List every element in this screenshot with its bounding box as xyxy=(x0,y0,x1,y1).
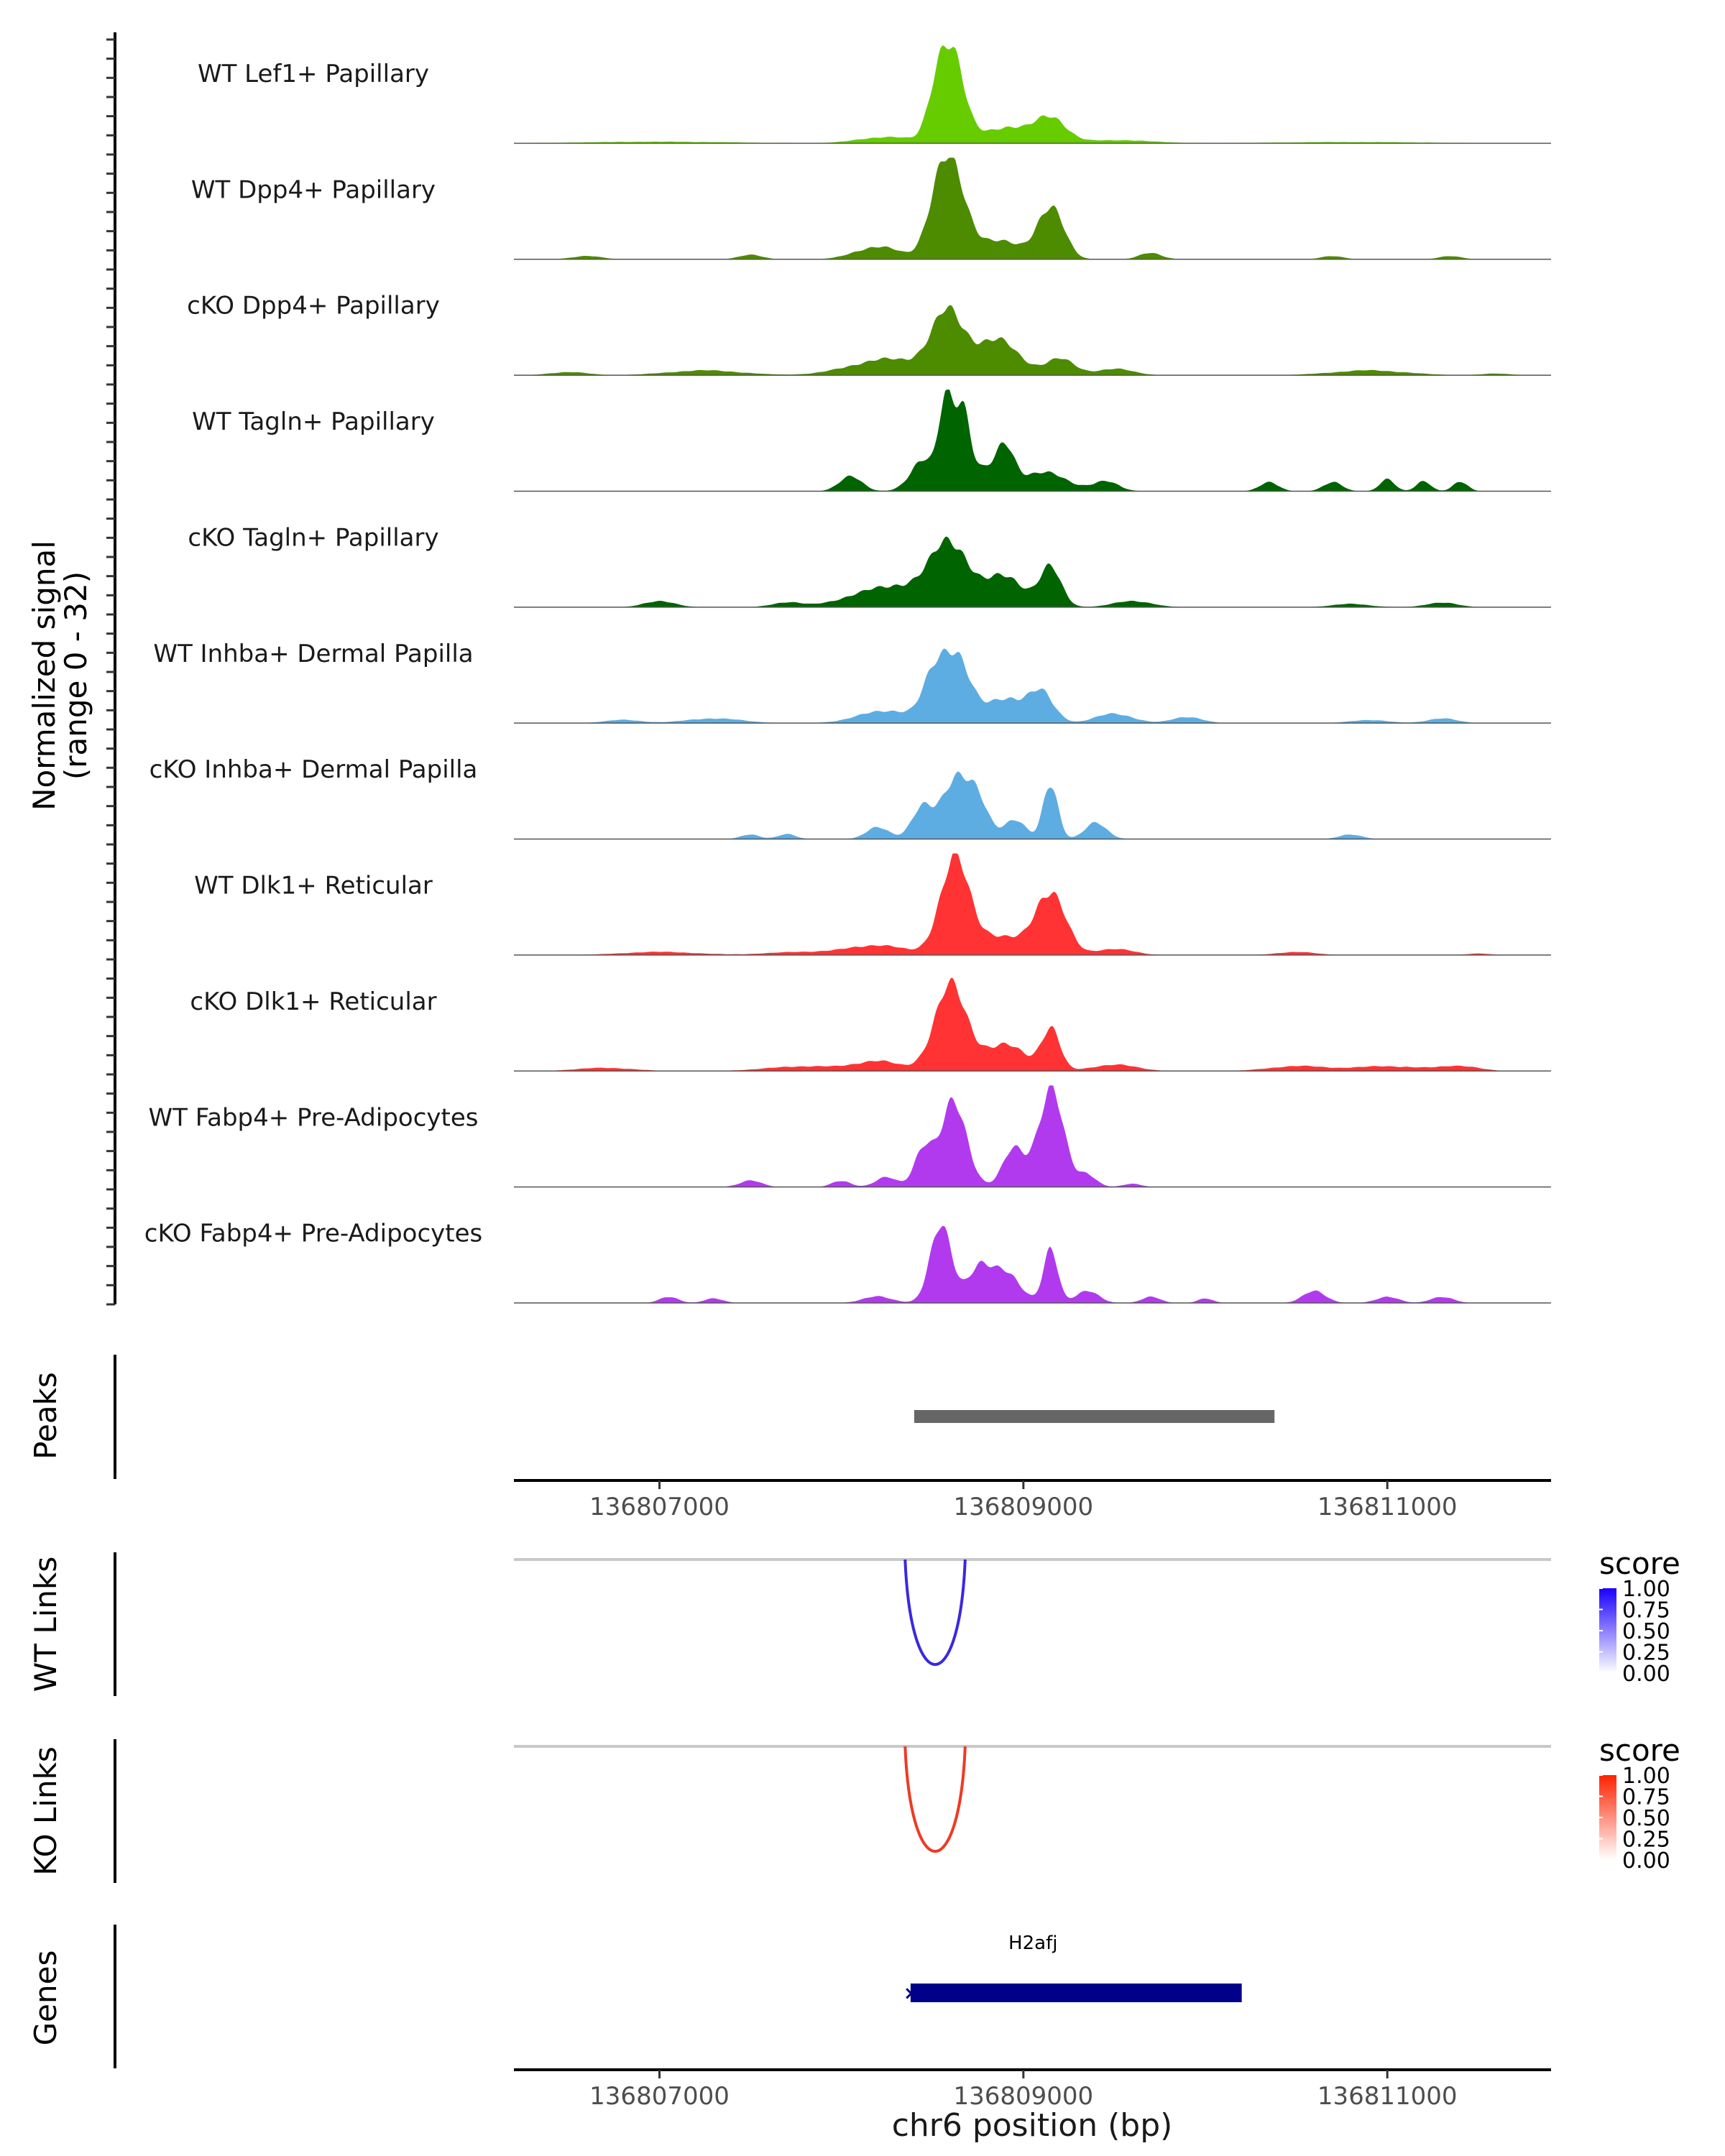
ko-legend-tick-label: 0.00 xyxy=(1622,1848,1670,1874)
x-axis-title: chr6 position (bp) xyxy=(892,2107,1173,2144)
coverage-track-area xyxy=(514,390,1551,492)
x-axis-tick-label: 136807000 xyxy=(589,1493,730,1521)
wt-legend-tick-label: 0.50 xyxy=(1622,1619,1670,1644)
coverage-track-area xyxy=(514,853,1551,955)
coverage-track-label: WT Inhba+ Dermal Papilla xyxy=(153,640,473,668)
wt-legend-title: score xyxy=(1599,1546,1680,1581)
coverage-track-label: WT Lef1+ Papillary xyxy=(198,60,429,88)
coverage-track-area xyxy=(514,536,1551,607)
coverage-track-label: cKO Inhba+ Dermal Papilla xyxy=(150,755,478,784)
wt-legend-tick-label: 0.75 xyxy=(1622,1598,1670,1623)
gene-name-label: H2afj xyxy=(1008,1932,1057,1954)
coverage-y-axis-label: Normalized signal xyxy=(27,540,62,811)
x-axis-tick-label: 136809000 xyxy=(953,1493,1093,1521)
ko-link-arc xyxy=(903,1746,967,1853)
gene-body xyxy=(910,1984,1242,2002)
coverage-track-area xyxy=(514,771,1551,839)
genes-label: Genes xyxy=(28,1950,63,2046)
coverage-track-label: WT Tagln+ Papillary xyxy=(192,407,435,436)
coverage-track-label: WT Dpp4+ Papillary xyxy=(191,175,436,204)
coverage-track-label: cKO Fabp4+ Pre-Adipocytes xyxy=(144,1220,483,1248)
wt-links-label: WT Links xyxy=(28,1557,63,1692)
wt-link-arc xyxy=(903,1559,967,1667)
genes-panel: × H2afj xyxy=(114,1925,1242,2068)
coverage-track-area xyxy=(514,648,1551,724)
coverage-panel: WT Lef1+ Papillary WT Dpp4+ Papillary cKO … xyxy=(106,32,1551,1306)
ko-legend-tick-label: 0.50 xyxy=(1622,1806,1670,1831)
x-axis-top: 136807000 136809000 136811000 xyxy=(514,1479,1551,1521)
x-axis-bottom: 136807000 136809000 136811000 xyxy=(514,2068,1551,2111)
ko-legend-title: score xyxy=(1599,1733,1680,1768)
x-axis-tick-label: 136809000 xyxy=(953,2082,1093,2111)
coverage-track-area xyxy=(514,45,1551,144)
gene-strand-marker: × xyxy=(903,1983,919,2004)
ko-legend-tick-label: 0.25 xyxy=(1622,1828,1670,1853)
ko-links-label: KO Links xyxy=(28,1746,63,1876)
x-axis-tick-label: 136811000 xyxy=(1317,2082,1458,2111)
wt-legend-tick-label: 0.25 xyxy=(1622,1641,1670,1666)
coverage-track-area xyxy=(514,305,1551,376)
ko-legend-tick-label: 0.75 xyxy=(1622,1785,1670,1810)
coverage-track-label: WT Dlk1+ Reticular xyxy=(194,872,433,900)
coverage-track-label: WT Fabp4+ Pre-Adipocytes xyxy=(149,1103,479,1132)
coverage-track-area xyxy=(514,977,1551,1072)
x-axis-tick-label: 136811000 xyxy=(1317,1493,1458,1521)
x-axis-tick-label: 136807000 xyxy=(589,2082,730,2111)
wt-legend-tick-label: 0.00 xyxy=(1622,1662,1670,1687)
ko-legend-tick-label: 1.00 xyxy=(1622,1764,1670,1789)
coverage-track-area xyxy=(514,157,1551,259)
coverage-track-label: cKO Dlk1+ Reticular xyxy=(190,987,436,1016)
peaks-label: Peaks xyxy=(28,1372,63,1460)
peak-region-bar xyxy=(914,1410,1275,1423)
peaks-panel xyxy=(114,1355,1275,1479)
wt-legend-tick-label: 1.00 xyxy=(1622,1577,1670,1602)
links-panels: score1.000.750.500.250.00score1.000.750.… xyxy=(114,1546,1680,1883)
coverage-track-area xyxy=(514,1085,1551,1187)
coverage-track-label: cKO Dpp4+ Papillary xyxy=(187,292,440,321)
coverage-track-area xyxy=(514,1225,1551,1303)
coverage-y-axis-range: (range 0 - 32) xyxy=(58,571,93,780)
coverage-track-label: cKO Tagln+ Papillary xyxy=(188,523,438,552)
